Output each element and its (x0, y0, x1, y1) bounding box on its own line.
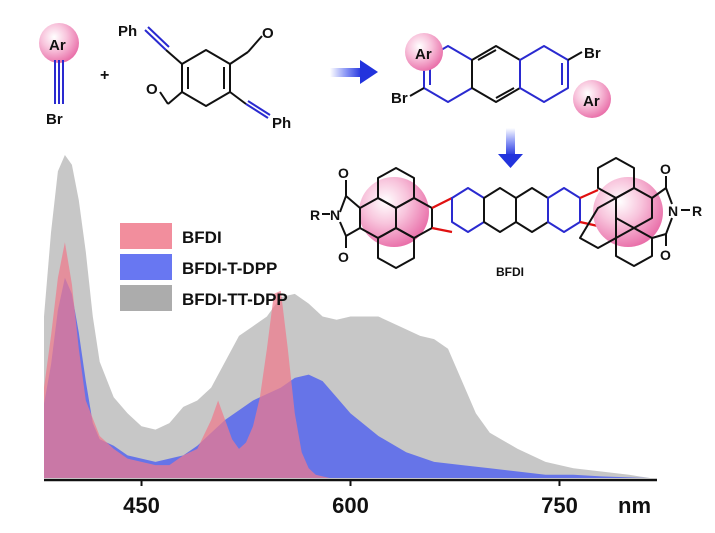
aldehyde-bond (229, 51, 249, 65)
alkyne-bond (147, 26, 170, 48)
naphthalimide-sphere-icon (359, 177, 429, 247)
ring (451, 187, 485, 233)
alkyne-link (165, 49, 183, 65)
legend-label-bfdi-t-dpp: BFDI-T-DPP (182, 259, 277, 278)
ph-label-top: Ph (118, 23, 137, 40)
r-label-left: R (310, 207, 320, 223)
alkyne-bond (144, 29, 167, 51)
red-bond (579, 188, 599, 200)
bfdi-compound-label: BFDI (496, 265, 524, 279)
imide-bond (665, 187, 673, 205)
ring (615, 227, 653, 267)
o-label: O (338, 249, 349, 265)
aldehyde-bond (247, 35, 263, 53)
aldehyde-bond (167, 91, 183, 105)
bromoalkyne-reagent: Ar Br (39, 23, 79, 128)
ar-label-left: Ar (415, 46, 432, 63)
double-bond (477, 49, 497, 61)
ph-label-bottom: Ph (272, 115, 291, 132)
series-areas (44, 155, 650, 478)
x-tick-label: 600 (332, 493, 369, 518)
absorption-chart: 450 600 750 nm BFDI BFDI-T-DPP BFDI-TT-DPP (44, 155, 657, 518)
ring (483, 187, 517, 233)
n-label-left: N (330, 207, 340, 223)
o-label-bottom: O (146, 81, 158, 98)
benzene-ring (181, 49, 231, 107)
o-label-top: O (262, 25, 274, 42)
alkyne-bond (247, 100, 271, 116)
aryl-sphere-icon (39, 23, 79, 63)
alkyne-link (229, 91, 247, 105)
ring (547, 187, 581, 233)
imide-bond (345, 195, 361, 209)
imide-bond (665, 217, 673, 235)
double-bond (495, 87, 515, 99)
x-ticks: 450 600 750 (123, 480, 578, 518)
ar-label-right: Ar (583, 93, 600, 110)
ring (377, 227, 415, 269)
br-bond (567, 51, 583, 61)
bfdi-structure: O N R O (310, 157, 702, 279)
legend-label-bfdi-tt-dpp: BFDI-TT-DPP (182, 290, 288, 309)
legend-swatch-bfdi (120, 223, 172, 249)
legend-swatch-bfdi-t-dpp (120, 254, 172, 280)
down-arrow-icon (498, 128, 523, 168)
alkyne-bond (245, 103, 269, 119)
ar-label: Ar (49, 37, 66, 54)
br-bond (409, 87, 425, 97)
red-bond (431, 226, 453, 234)
red-bond (431, 197, 453, 209)
area-bfdi (44, 242, 379, 478)
imide-bond (339, 221, 347, 237)
br-label-left: Br (391, 90, 408, 107)
dibromo-anthracene: Ar Br Br Ar (391, 33, 611, 118)
x-tick-label: 450 (123, 493, 160, 518)
reaction-scheme: Ar Br + Ph O O Ph (39, 23, 702, 279)
o-label: O (660, 161, 671, 177)
imide-bond (651, 233, 667, 239)
aryl-sphere-icon (405, 33, 443, 71)
x-axis-unit-label: nm (618, 493, 651, 518)
br-label-right: Br (584, 45, 601, 62)
o-label: O (660, 247, 671, 263)
o-label: O (338, 165, 349, 181)
ring (515, 187, 549, 233)
plus-sign: + (100, 67, 109, 84)
legend-label-bfdi: BFDI (182, 228, 222, 247)
legend-swatch-bfdi-tt-dpp (120, 285, 172, 311)
reaction-arrow-icon (330, 60, 378, 84)
imide-bond (339, 195, 347, 213)
n-label-right: N (668, 203, 678, 219)
legend: BFDI BFDI-T-DPP BFDI-TT-DPP (120, 223, 288, 311)
ring (519, 45, 569, 103)
imide-bond (651, 187, 667, 199)
dialdehyde-reagent: Ph O O Ph (118, 23, 291, 132)
ring (471, 45, 521, 103)
x-tick-label: 750 (541, 493, 578, 518)
br-label: Br (46, 111, 63, 128)
aryl-sphere-icon (573, 80, 611, 118)
aldehyde-bond (159, 91, 169, 105)
imide-bond (345, 227, 361, 237)
r-label-right: R (692, 203, 702, 219)
